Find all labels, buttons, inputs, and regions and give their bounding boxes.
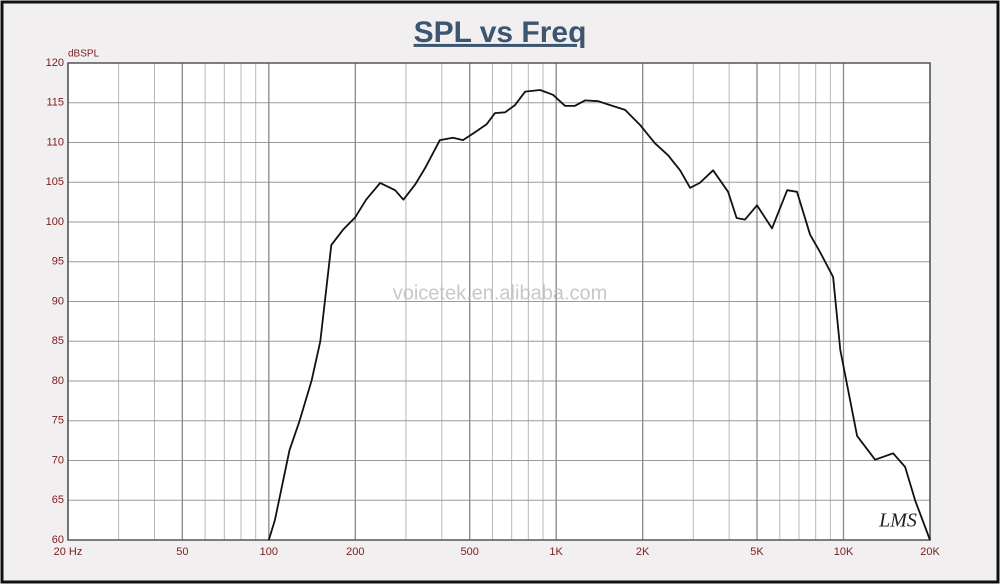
spl-curve [267, 89, 931, 541]
y-tick-label: 85 [52, 335, 64, 347]
y-tick-label: 110 [46, 136, 64, 148]
plot-border [67, 62, 931, 541]
chart-title: SPL vs Freq [414, 16, 587, 49]
y-tick-label: 65 [52, 494, 64, 506]
y-tick-label: 80 [52, 375, 64, 387]
y-axis-label: dBSPL [68, 49, 100, 60]
x-tick-label: 500 [460, 546, 478, 558]
x-tick-label: 50 [176, 546, 188, 558]
x-tick-label: 200 [346, 546, 364, 558]
y-tick-label: 60 [52, 534, 64, 546]
y-tick-label: 105 [46, 176, 64, 188]
y-tick-label: 120 [46, 57, 64, 69]
watermark: voicetek.en.alibaba.com [393, 282, 608, 304]
x-tick-label: 2K [636, 546, 650, 558]
x-tick-label: 1K [549, 546, 563, 558]
annotation: LMS [878, 510, 917, 532]
y-tick-label: 90 [52, 295, 64, 307]
y-tick-label: 70 [52, 454, 64, 466]
x-tick-label: 5K [750, 546, 764, 558]
y-tick-label: 75 [52, 415, 64, 427]
y-tick-label: 100 [46, 216, 64, 228]
x-tick-label: 100 [260, 546, 278, 558]
x-tick-label: 20 Hz [54, 546, 83, 558]
y-tick-label: 115 [46, 97, 64, 109]
x-tick-label: 20K [920, 546, 940, 558]
y-tick-label: 95 [52, 256, 64, 268]
x-tick-label: 10K [834, 546, 854, 558]
